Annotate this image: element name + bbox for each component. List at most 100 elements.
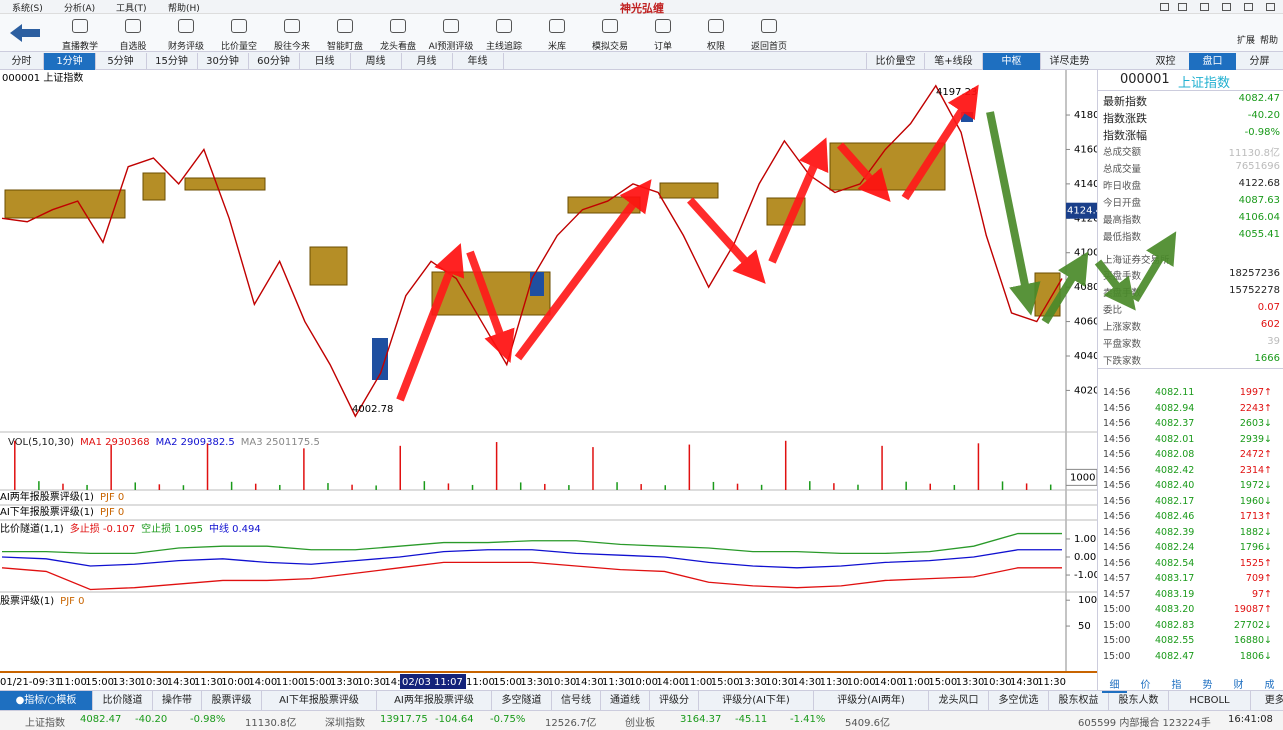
indicator-tab[interactable]: 评级分(AI下年) [699, 691, 814, 710]
toolbar-icon[interactable] [284, 19, 300, 33]
toolbar-icon[interactable] [761, 19, 777, 33]
panel-bottom-tab[interactable]: 财 [1233, 680, 1244, 691]
period-tab[interactable]: 周线 [350, 53, 402, 70]
period-tab[interactable]: 60分钟 [248, 53, 300, 70]
menu-item[interactable]: 系统(S) [12, 4, 43, 14]
toolbar-label[interactable]: 订单 [653, 42, 672, 52]
toolbar-label[interactable]: 比价量空 [220, 42, 257, 52]
time-label: 13:30 [330, 677, 359, 688]
panel-bottom-tab[interactable]: 细 [1102, 676, 1127, 693]
period-tab[interactable]: 15分钟 [146, 53, 198, 70]
window-icon[interactable] [1244, 3, 1253, 11]
tick-volume: 709↑ [1245, 573, 1272, 584]
window-icon[interactable] [1200, 3, 1209, 11]
period-tab[interactable]: 日线 [299, 53, 351, 70]
toolbar-icon[interactable] [496, 19, 512, 33]
toolbar-label[interactable]: 模拟交易 [591, 42, 628, 52]
toolbar-right[interactable]: 扩展 [1237, 36, 1256, 46]
indicator-tab[interactable]: 评级分 [650, 691, 699, 710]
toolbar-right[interactable]: 帮助 [1260, 36, 1279, 46]
indicator-tab[interactable]: 比价隧道 [93, 691, 153, 710]
toolbar-icon[interactable] [337, 19, 353, 33]
toolbar-icon[interactable] [549, 19, 565, 33]
mode-tab[interactable]: 比价量空 [866, 53, 924, 70]
panel-tab[interactable]: 盘口 [1189, 53, 1236, 70]
indicator-tab[interactable]: 股票评级 [202, 691, 262, 710]
menu-item[interactable]: 工具(T) [116, 4, 147, 14]
toolbar-label[interactable]: 米库 [547, 42, 566, 52]
window-icon[interactable] [1222, 3, 1231, 11]
toolbar-icon[interactable] [231, 19, 247, 33]
mode-tab[interactable]: 笔+线段 [924, 53, 982, 70]
period-tab[interactable]: 30分钟 [197, 53, 249, 70]
indicator-tab[interactable]: 多空优选 [989, 691, 1049, 710]
menu-item[interactable]: 帮助(H) [168, 4, 200, 14]
window-icon[interactable] [1178, 3, 1187, 11]
stat-label: 总成交量 [1103, 164, 1142, 175]
volume-title: VOL(5,10,30) MA1 2930368 MA2 2909382.5 MA3 … [8, 437, 320, 448]
toolbar-icon[interactable] [390, 19, 406, 33]
indicator-tab[interactable]: 通道线 [601, 691, 650, 710]
toolbar-icon[interactable] [655, 19, 671, 33]
stat-label: 卖盘手数 [1103, 288, 1142, 299]
panel-bottom-tab[interactable]: 指 [1171, 680, 1182, 691]
toolbar-label[interactable]: 主线追踪 [485, 42, 522, 52]
mode-tab[interactable]: 中枢 [982, 53, 1040, 70]
indicator-tab[interactable]: 股东人数 [1109, 691, 1169, 710]
period-tab[interactable]: 分时 [0, 53, 44, 70]
tick-time: 14:56 [1103, 402, 1131, 414]
indicator-name: AI下年报股票评级(1) [0, 505, 94, 518]
time-label: 10:30 [548, 677, 577, 688]
panel-tab[interactable]: 分屏 [1249, 56, 1270, 67]
toolbar-icon[interactable] [443, 19, 459, 33]
tunnel-stop: 空止损 1.095 [141, 522, 203, 535]
indicator-tab[interactable]: 股东权益 [1049, 691, 1109, 710]
panel-bottom-tab[interactable]: 势 [1202, 680, 1213, 691]
back-button[interactable] [8, 22, 42, 44]
indicator-tab[interactable]: HCBOLL [1169, 691, 1251, 710]
toolbar-label[interactable]: 财务评级 [167, 42, 204, 52]
period-tab[interactable]: 年线 [452, 53, 504, 70]
indicator-tab[interactable]: 操作带 [153, 691, 202, 710]
period-tab[interactable]: 1分钟 [44, 53, 96, 70]
indicator-tab[interactable]: 更多 > [1251, 691, 1283, 710]
toolbar-icon[interactable] [178, 19, 194, 33]
stat-label: 上涨家数 [1103, 322, 1142, 333]
panel-bottom-tab[interactable]: 价 [1140, 680, 1151, 691]
toolbar-icon[interactable] [72, 19, 88, 33]
indicator-tab[interactable]: AI下年报股票评级 [262, 691, 377, 710]
window-icon[interactable] [1160, 3, 1169, 11]
toolbar-label[interactable]: 股往今来 [273, 42, 310, 52]
toolbar-label[interactable]: 自选股 [119, 42, 147, 52]
indicator-tab[interactable]: ●指标/○模板 [0, 691, 93, 710]
toolbar-label[interactable]: 直播教学 [61, 42, 98, 52]
tick-price: 4082.37 [1155, 418, 1195, 429]
status-value: 5409.6亿 [845, 718, 890, 729]
tick-time: 14:56 [1103, 464, 1131, 476]
indicator-tab[interactable]: 龙头风口 [929, 691, 989, 710]
toolbar-icon[interactable] [602, 19, 618, 33]
toolbar-label[interactable]: 返回首页 [750, 42, 787, 52]
toolbar-label[interactable]: 智能盯盘 [326, 42, 363, 52]
toolbar-icon[interactable] [708, 19, 724, 33]
period-tab[interactable]: 5分钟 [95, 53, 147, 70]
window-icon[interactable] [1266, 3, 1275, 11]
status-value: -45.11 [735, 714, 768, 725]
stat-label: 总成交额 [1103, 147, 1142, 158]
toolbar-label[interactable]: 龙头看盘 [379, 42, 416, 52]
time-label: 13:30 [112, 677, 141, 688]
period-tab[interactable]: 月线 [401, 53, 453, 70]
toolbar-label[interactable]: 权限 [706, 42, 725, 52]
indicator-tab[interactable]: 多空隧道 [492, 691, 552, 710]
panel-tab[interactable]: 双控 [1155, 56, 1176, 67]
indicator-tab[interactable]: 信号线 [552, 691, 601, 710]
mode-tab[interactable]: 详尽走势 [1040, 53, 1098, 70]
toolbar-label[interactable]: AI预测评级 [428, 42, 474, 52]
panel-bottom-tab[interactable]: 成 [1264, 680, 1275, 691]
indicator-tab[interactable]: AI两年报股票评级 [377, 691, 492, 710]
volume-bar [1049, 484, 1052, 490]
indicator-tab[interactable]: 评级分(AI两年) [814, 691, 929, 710]
toolbar-icon[interactable] [125, 19, 141, 33]
menu-item[interactable]: 分析(A) [64, 4, 96, 14]
